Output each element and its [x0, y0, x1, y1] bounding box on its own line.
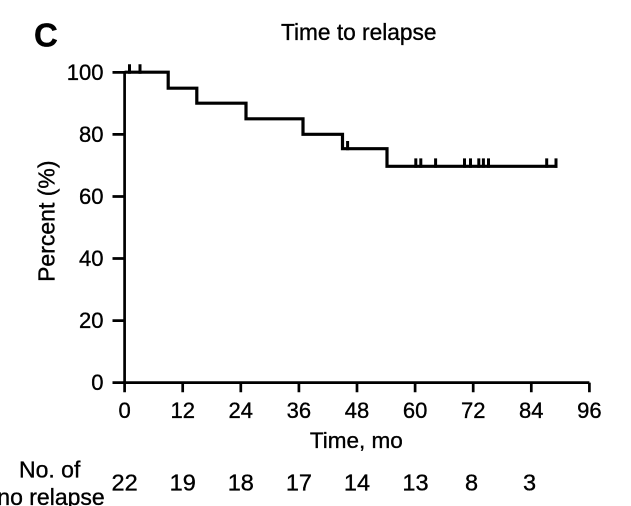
svg-text:48: 48 [345, 398, 369, 423]
svg-text:no relapse: no relapse [0, 484, 105, 506]
svg-text:0: 0 [91, 370, 103, 395]
svg-text:60: 60 [79, 184, 103, 209]
svg-text:40: 40 [79, 246, 103, 271]
svg-text:84: 84 [519, 398, 543, 423]
svg-text:3: 3 [523, 469, 536, 495]
svg-text:80: 80 [79, 122, 103, 147]
svg-text:24: 24 [229, 398, 253, 423]
svg-text:Time to relapse: Time to relapse [281, 19, 437, 45]
svg-text:17: 17 [286, 469, 312, 495]
svg-text:13: 13 [402, 469, 428, 495]
svg-text:0: 0 [118, 398, 130, 423]
svg-text:72: 72 [461, 398, 485, 423]
svg-text:19: 19 [170, 469, 196, 495]
svg-text:60: 60 [403, 398, 427, 423]
svg-text:8: 8 [465, 469, 478, 495]
svg-text:20: 20 [79, 308, 103, 333]
svg-text:96: 96 [577, 398, 601, 423]
svg-text:14: 14 [344, 469, 370, 495]
svg-text:36: 36 [287, 398, 311, 423]
svg-text:18: 18 [228, 469, 254, 495]
svg-text:22: 22 [112, 469, 138, 495]
svg-text:Time, mo: Time, mo [310, 428, 403, 453]
svg-text:C: C [34, 17, 58, 54]
svg-text:100: 100 [67, 60, 104, 85]
svg-text:No. of: No. of [19, 457, 81, 483]
svg-text:12: 12 [170, 398, 194, 423]
svg-text:Percent (%): Percent (%) [34, 160, 60, 281]
